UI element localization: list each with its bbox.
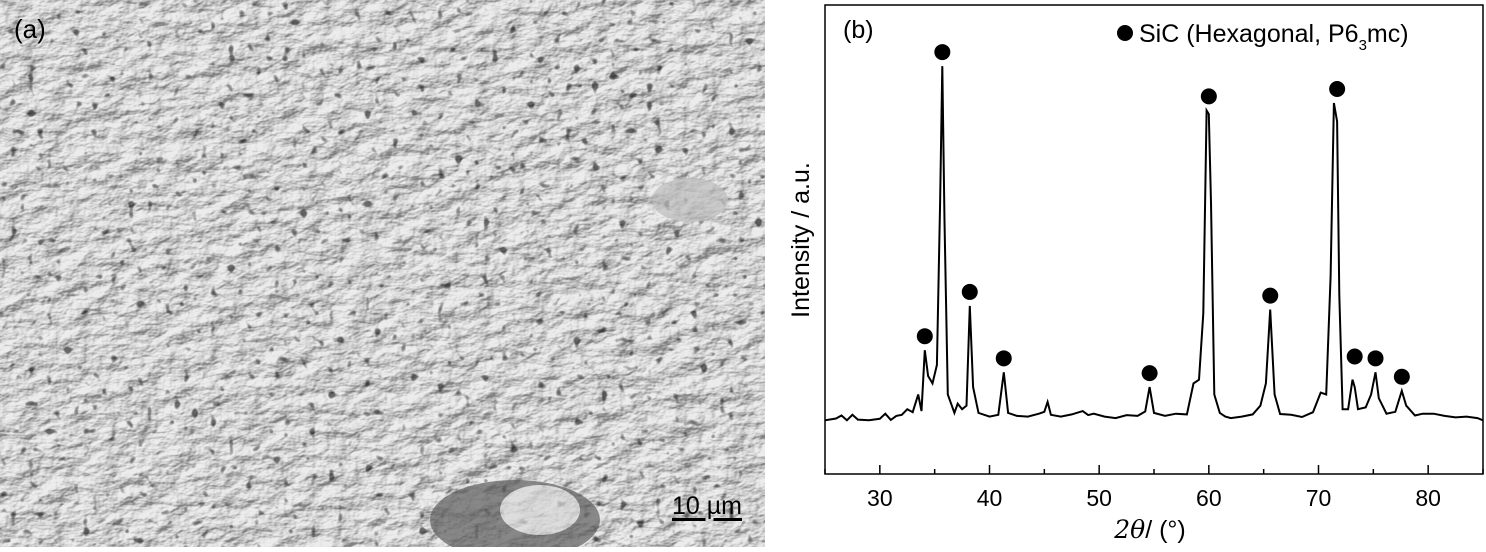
x-axis-tick-labels: 30 40 50 60 70 80 (867, 485, 1441, 511)
panel-b-label: (b) (843, 16, 874, 44)
peak-marker (1393, 368, 1410, 385)
panel-a-label: (a) (14, 14, 46, 44)
peak-marker (1262, 287, 1279, 304)
peak-marker (916, 328, 933, 345)
xrd-series-line (824, 66, 1484, 422)
x-tick-label: 60 (1196, 485, 1222, 511)
peak-marker (1329, 80, 1346, 97)
peak-marker (934, 44, 951, 61)
x-axis-label: 2θ/ (°) (1113, 515, 1186, 544)
peak-marker (995, 350, 1012, 367)
sem-micrograph-image (0, 0, 765, 547)
peak-marker (1346, 348, 1363, 365)
peak-marker (1367, 350, 1384, 367)
legend-marker (1117, 25, 1133, 41)
peak-marker (961, 283, 978, 300)
xrd-chart: (b) 30 40 50 60 70 80 SiC (Hexagonal, P63mc) … (787, 4, 1484, 544)
x-tick-label: 40 (977, 485, 1003, 511)
legend: SiC (Hexagonal, P63mc) (1117, 20, 1409, 54)
peak-marker (1200, 88, 1217, 105)
peak-markers (916, 44, 1410, 385)
x-axis-ticks (824, 465, 1484, 474)
x-tick-label: 70 (1306, 485, 1332, 511)
peak-marker (1141, 365, 1158, 382)
x-tick-label: 50 (1086, 485, 1112, 511)
scale-bar-label: 10 µm (672, 492, 742, 520)
sem-micrograph-panel: (a) 10 µm (0, 0, 765, 547)
y-axis-label: Intensity / a.u. (787, 162, 815, 318)
legend-text: SiC (Hexagonal, P63mc) (1139, 20, 1409, 54)
xrd-chart-panel: (b) 30 40 50 60 70 80 SiC (Hexagonal, P63mc) … (765, 0, 1486, 547)
x-tick-label: 30 (867, 485, 893, 511)
x-tick-label: 80 (1415, 485, 1441, 511)
plot-frame (824, 4, 1484, 475)
